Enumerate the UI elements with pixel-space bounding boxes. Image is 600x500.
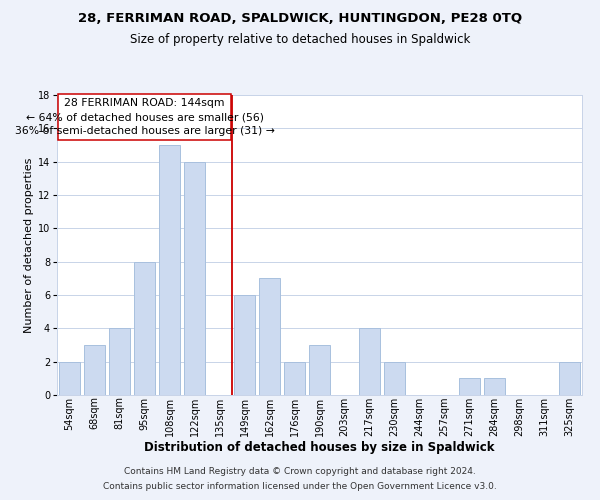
Text: ← 64% of detached houses are smaller (56): ← 64% of detached houses are smaller (56… [25, 112, 263, 122]
Bar [459, 378, 480, 395]
Bar [309, 345, 330, 395]
Bar [134, 262, 155, 395]
Y-axis label: Number of detached properties: Number of detached properties [23, 158, 34, 332]
Bar [284, 362, 305, 395]
Text: 36% of semi-detached houses are larger (31) →: 36% of semi-detached houses are larger (… [14, 126, 274, 136]
Bar [359, 328, 380, 395]
Bar [184, 162, 205, 395]
Text: Contains public sector information licensed under the Open Government Licence v3: Contains public sector information licen… [103, 482, 497, 491]
Bar [259, 278, 280, 395]
FancyBboxPatch shape [58, 94, 231, 140]
Bar [109, 328, 130, 395]
Bar [159, 145, 180, 395]
Text: 28 FERRIMAN ROAD: 144sqm: 28 FERRIMAN ROAD: 144sqm [64, 98, 225, 108]
Bar [559, 362, 580, 395]
Text: Size of property relative to detached houses in Spaldwick: Size of property relative to detached ho… [130, 32, 470, 46]
Bar [59, 362, 80, 395]
Bar [484, 378, 505, 395]
Bar [234, 295, 255, 395]
X-axis label: Distribution of detached houses by size in Spaldwick: Distribution of detached houses by size … [144, 442, 495, 454]
Bar [84, 345, 105, 395]
Text: 28, FERRIMAN ROAD, SPALDWICK, HUNTINGDON, PE28 0TQ: 28, FERRIMAN ROAD, SPALDWICK, HUNTINGDON… [78, 12, 522, 26]
Bar [384, 362, 405, 395]
Text: Contains HM Land Registry data © Crown copyright and database right 2024.: Contains HM Land Registry data © Crown c… [124, 467, 476, 476]
